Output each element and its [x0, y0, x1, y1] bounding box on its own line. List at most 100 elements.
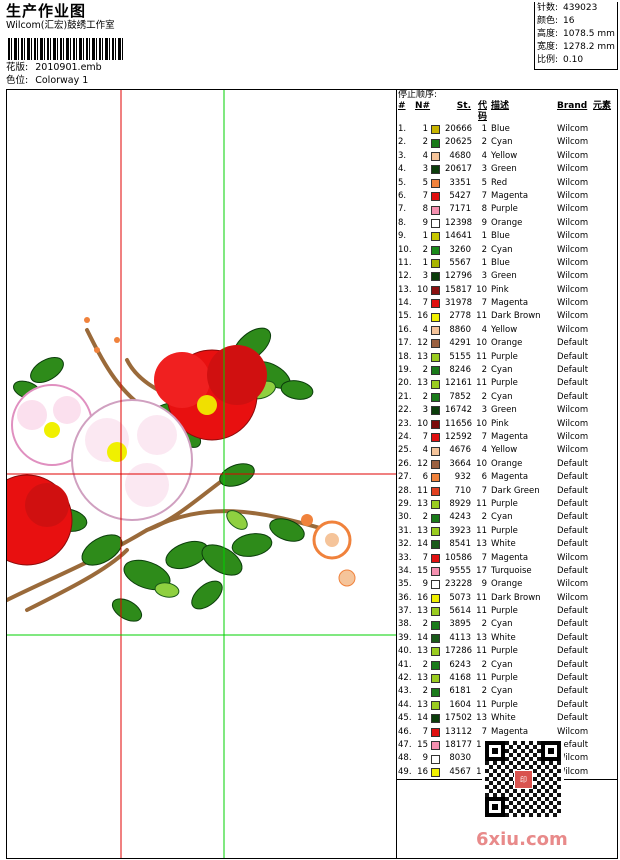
color-swatch [431, 406, 440, 416]
table-header-cell: 元素 [593, 101, 612, 111]
thread-description: Cyan [491, 244, 513, 255]
thread-code: 13 [476, 713, 487, 724]
color-swatch-cell [431, 685, 445, 698]
thread-description: Blue [491, 257, 510, 268]
colorway-label: 色位: [6, 75, 29, 86]
color-swatch-cell [431, 525, 445, 538]
color-swatch-cell [431, 739, 445, 752]
needle-number: 16 [417, 592, 428, 603]
stitch-count: 6181 [449, 686, 471, 697]
needle-number: 3 [422, 271, 428, 282]
stop-sequence-title: 停止顺序: [398, 90, 438, 100]
thread-code: 9 [481, 579, 487, 590]
color-swatch [431, 339, 440, 349]
color-swatch [431, 767, 440, 777]
thread-code: 2 [481, 137, 487, 148]
row-index: 2. [398, 137, 407, 148]
table-row: 14. 7 31978 7 Magenta Wilcom [397, 297, 618, 310]
color-swatch [431, 205, 440, 215]
color-swatch [431, 218, 440, 228]
thread-code: 7 [481, 431, 487, 442]
stitch-count: 14641 [445, 231, 473, 242]
thread-description: Yellow [491, 445, 518, 456]
thread-code: 3 [481, 405, 487, 416]
stat-label: 颜色: [537, 16, 559, 26]
thread-brand: Default [557, 673, 589, 684]
stitch-count: 8030 [449, 753, 471, 764]
color-swatch-cell [431, 726, 445, 739]
stitch-count: 3351 [449, 177, 471, 188]
thread-code: 11 [476, 378, 487, 389]
color-swatch-cell [431, 712, 445, 725]
thread-description: Purple [491, 204, 518, 215]
color-swatch [431, 634, 440, 644]
thread-code: 7 [481, 190, 487, 201]
stitch-count: 16742 [445, 405, 473, 416]
color-swatch-cell [431, 217, 445, 230]
color-swatch-cell [431, 337, 445, 350]
stat-label: 高度: [537, 29, 559, 39]
needle-number: 7 [422, 431, 428, 442]
row-index: 24. [398, 431, 412, 442]
color-swatch [431, 700, 440, 710]
needle-number: 5 [422, 177, 428, 188]
needle-number: 1 [422, 124, 428, 134]
table-row: 45. 14 17502 13 White Default [397, 712, 618, 725]
color-swatch [431, 674, 440, 684]
thread-description: Purple [491, 646, 518, 657]
thread-code: 2 [481, 512, 487, 523]
color-swatch-cell [431, 659, 445, 672]
stitch-count: 8929 [449, 498, 471, 509]
sheet-title: 生产作业图 [6, 2, 87, 20]
thread-description: Orange [491, 338, 523, 349]
row-index: 27. [398, 472, 412, 483]
stat-label: 针数: [537, 3, 559, 13]
thread-brand: Default [557, 512, 589, 523]
table-header: # N# St. 代码 描述 Brand 元素 [397, 101, 618, 123]
stitch-count: 20666 [445, 124, 473, 134]
stitch-count: 932 [454, 472, 471, 483]
needle-number: 1 [422, 257, 428, 268]
color-swatch-cell [431, 699, 445, 712]
thread-brand: Wilcom [557, 418, 589, 429]
color-swatch [431, 312, 440, 322]
table-row: 31. 13 3923 11 Purple Default [397, 525, 618, 538]
color-swatch-cell [431, 632, 445, 645]
row-index: 46. [398, 726, 412, 737]
thread-brand: Wilcom [557, 124, 589, 134]
needle-number: 2 [422, 512, 428, 523]
color-swatch [431, 419, 440, 429]
stat-row: 宽度: 1278.2 mm [535, 41, 617, 54]
thread-brand: Default [557, 606, 589, 617]
header: 生产作业图 Wilcom(汇宏)鼓绣工作室 花版: 2010901.emb 色位… [6, 2, 534, 88]
thread-code: 17 [473, 739, 491, 752]
stitch-count: 8246 [449, 365, 471, 376]
row-index: 12. [398, 271, 412, 282]
stats-box: 针数: 439023 颜色: 16 高度: 1078.5 mm 宽度: 1278.2 mm 比例… [534, 2, 618, 70]
color-swatch-cell [431, 458, 445, 471]
needle-number: 15 [417, 739, 428, 750]
thread-description: White [491, 632, 516, 643]
stitch-count: 7852 [449, 391, 471, 402]
color-swatch-cell [431, 190, 445, 203]
stat-value: 16 [563, 16, 575, 26]
qr-eye [541, 741, 561, 761]
thread-brand: Wilcom [557, 405, 589, 416]
table-row: 28. 11 710 7 Dark Green Default [397, 485, 618, 498]
thread-brand: Wilcom [557, 204, 589, 215]
row-index: 33. [398, 552, 412, 563]
thread-description: Cyan [491, 619, 513, 630]
table-row: 9. 1 14641 1 Blue Wilcom [397, 230, 618, 243]
needle-number: 12 [417, 338, 428, 349]
color-swatch [431, 607, 440, 617]
stitch-count: 31978 [445, 298, 473, 309]
row-index: 32. [398, 539, 412, 550]
thread-description: Purple [491, 699, 518, 710]
row-index: 17. [398, 338, 412, 349]
row-index: 37. [398, 606, 412, 617]
color-swatch [431, 459, 440, 469]
stat-row: 颜色: 16 [535, 15, 617, 28]
stitch-count: 5614 [449, 606, 471, 617]
needle-number: 10 [417, 418, 428, 429]
stitch-count: 4243 [449, 512, 471, 523]
